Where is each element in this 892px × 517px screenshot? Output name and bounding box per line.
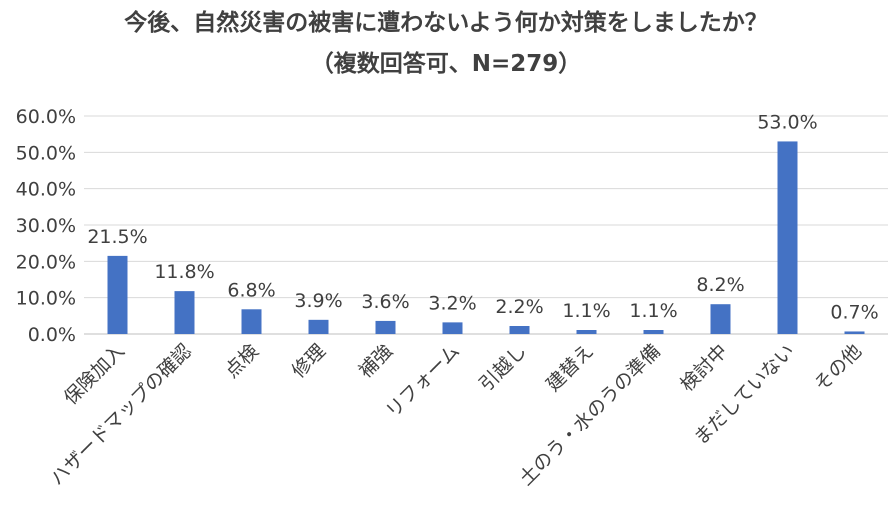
bar [710, 304, 731, 334]
bar [375, 320, 396, 334]
data-label: 6.8% [227, 279, 275, 301]
y-tick-label: 10.0% [16, 288, 76, 310]
bar [777, 141, 798, 334]
chart-subtitle: （複数回答可、N=279） [310, 51, 582, 77]
bar [107, 255, 128, 334]
y-tick-label: 20.0% [16, 251, 76, 273]
data-label: 11.8% [154, 261, 214, 283]
x-tick-label: その他 [810, 340, 866, 396]
data-label: 1.1% [629, 300, 677, 322]
y-tick-label: 30.0% [16, 215, 76, 237]
y-tick-label: 0.0% [28, 324, 76, 346]
data-label: 8.2% [696, 274, 744, 296]
bar [643, 330, 664, 334]
y-tick-label: 50.0% [16, 142, 76, 164]
data-label: 53.0% [757, 111, 817, 133]
bar [576, 330, 597, 334]
data-label: 1.1% [562, 300, 610, 322]
bar [174, 291, 195, 334]
chart-title: 今後、自然災害の被害に遭わないよう何か対策をしましたか？ [124, 10, 768, 36]
bar [442, 322, 463, 334]
x-tick-label: 点検 [221, 340, 263, 382]
bar [241, 309, 262, 334]
data-label: 0.7% [830, 301, 878, 323]
bar [509, 326, 530, 334]
y-tick-label: 40.0% [16, 179, 76, 201]
x-tick-label: 補強 [355, 340, 397, 382]
x-tick-label: 修理 [288, 340, 330, 382]
x-tick-label: 検討中 [676, 340, 732, 396]
data-label: 3.6% [361, 291, 409, 313]
data-label: 2.2% [495, 296, 543, 318]
x-tick-label: リフォーム [382, 340, 464, 422]
data-label: 3.9% [294, 290, 342, 312]
x-tick-label: 引越し [475, 340, 531, 396]
x-tick-label: 保険加入 [60, 340, 129, 409]
bar [844, 331, 865, 334]
data-label: 21.5% [87, 226, 147, 248]
data-label: 3.2% [428, 292, 476, 314]
x-tick-label: 建替え [542, 340, 598, 396]
y-tick-label: 60.0% [16, 106, 76, 128]
bar [308, 319, 329, 334]
